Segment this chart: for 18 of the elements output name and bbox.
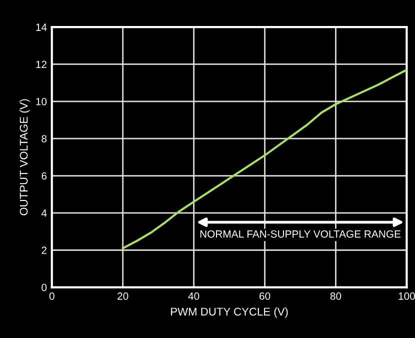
x-tick-label: 20 — [118, 292, 128, 300]
x-tick-label: 80 — [330, 292, 342, 300]
y-tick-label: 0 — [42, 284, 47, 292]
line-series — [122, 68, 407, 250]
x-tick-label: 100 — [398, 292, 415, 300]
x-tick-label: 40 — [188, 292, 200, 300]
y-tick-label: 14 — [36, 24, 47, 31]
y-tick-label: 2 — [42, 246, 46, 254]
y-tick-label: 8 — [42, 135, 47, 142]
y-tick-label: 4 — [41, 210, 47, 217]
x-tick-label: 60 — [260, 292, 270, 300]
y-tick-label: 10 — [36, 98, 47, 106]
y-axis-title: OUTPUT VOLTAGE (V) — [20, 99, 30, 216]
annotation: NORMAL FAN-SUPPLY VOLTAGE RANGE — [200, 230, 401, 238]
x-tick-label: 0 — [49, 292, 54, 300]
y-tick-label: 6 — [42, 172, 47, 180]
x-axis-title: PWM DUTY CYCLE (V) — [171, 307, 288, 318]
y-tick-label: 12 — [36, 60, 46, 68]
